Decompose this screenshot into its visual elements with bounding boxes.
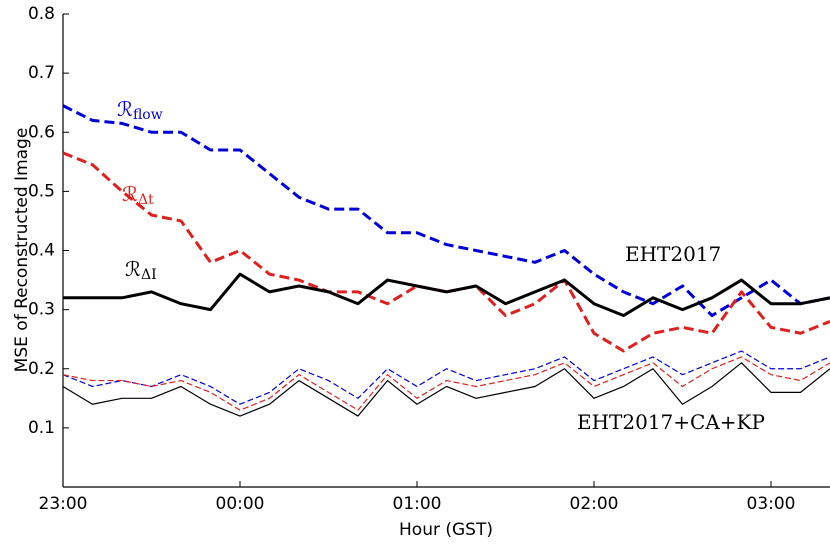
annotation-text: EHT2017+CA+KP: [577, 410, 765, 434]
annotation: ℛflow: [117, 97, 163, 124]
x-tick-label: 03:00: [747, 494, 796, 514]
line-series: [62, 151, 830, 353]
annotation: EHT2017+CA+KP: [577, 410, 765, 434]
x-tick-label: 00:00: [216, 494, 265, 514]
line-series: [63, 272, 830, 318]
y-tick-label: 0.5: [28, 181, 55, 201]
y-tick-label: 0.6: [28, 122, 55, 142]
annotation: EHT2017: [625, 242, 721, 266]
x-tick-label: 02:00: [570, 494, 619, 514]
line-series: [62, 350, 830, 405]
annotation-text: EHT2017: [625, 242, 721, 266]
y-tick-label: 0.3: [28, 300, 55, 320]
annotation-text: ℛ: [122, 182, 138, 206]
x-tick-label: 23:00: [39, 494, 88, 514]
annotation-subscript: flow: [133, 107, 163, 123]
annotation-subscript: ΔI: [141, 267, 157, 283]
line-series: [62, 362, 830, 417]
y-tick-label: 0.2: [28, 359, 55, 379]
x-tick-label: 01:00: [393, 494, 442, 514]
y-axis-title: MSE of Reconstructed Image: [12, 128, 32, 373]
line-series: [62, 356, 830, 411]
y-tick-label: 0.7: [28, 63, 55, 83]
annotation: ℛΔt: [122, 182, 154, 209]
annotation: ℛΔI: [125, 257, 157, 284]
annotation-text: ℛ: [117, 97, 133, 121]
annotation-text: ℛ: [125, 257, 141, 281]
y-tick-label: 0.8: [28, 4, 55, 24]
y-tick-label: 0.1: [28, 418, 55, 438]
annotation-subscript: Δt: [138, 192, 154, 208]
x-axis-title: Hour (GST): [399, 520, 493, 540]
line-series: [62, 104, 830, 318]
y-tick-label: 0.4: [28, 241, 55, 261]
